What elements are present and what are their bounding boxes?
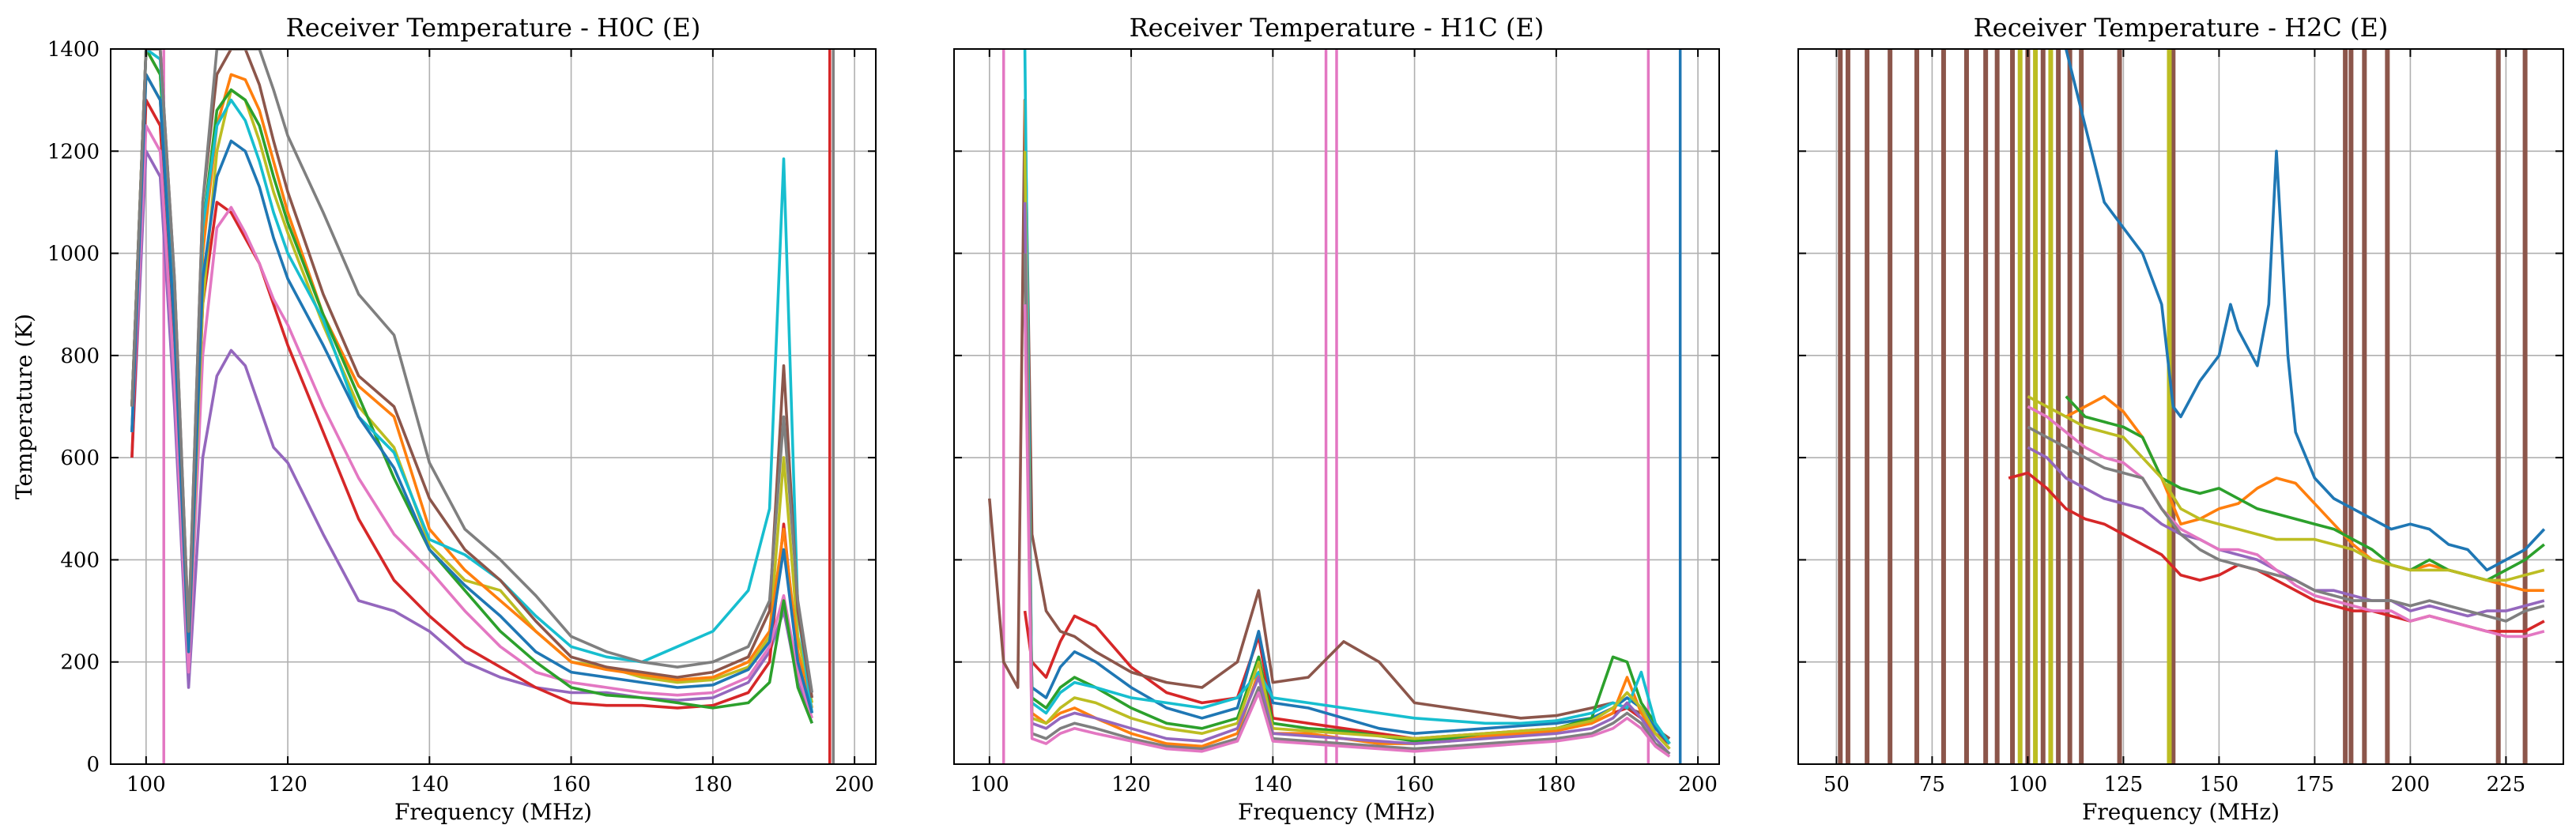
series-line <box>2027 425 2545 623</box>
x-tick-label: 120 <box>268 773 307 797</box>
x-axis-label: Frequency (MHz) <box>394 799 592 825</box>
series-line <box>2027 395 2545 582</box>
y-tick-label: 1400 <box>47 38 100 62</box>
y-tick-label: 600 <box>60 446 100 470</box>
y-axis-label: Temperature (K) <box>11 314 37 499</box>
axes-frame <box>953 48 1720 765</box>
x-axis-label: Frequency (MHz) <box>1238 799 1435 825</box>
y-tick-label: 1000 <box>47 243 100 266</box>
y-tick-label: 200 <box>60 651 100 675</box>
x-tick-label: 75 <box>1919 773 1945 797</box>
x-tick-label: 180 <box>1537 773 1576 797</box>
series-line <box>1023 253 1671 755</box>
x-tick-label: 100 <box>2008 773 2048 797</box>
series-line <box>988 98 1671 740</box>
chart-panel-1: 100 120 140 160 180 200 0 200 400 600 800 1000 1200 1… <box>11 13 877 825</box>
x-tick-label: 180 <box>693 773 733 797</box>
series-line <box>130 149 814 724</box>
x-tick-label: 100 <box>970 773 1009 797</box>
x-tick-label: 175 <box>2295 773 2335 797</box>
y-tick-label: 0 <box>86 753 100 777</box>
x-tick-label: 50 <box>1824 773 1850 797</box>
x-tick-label: 140 <box>410 773 450 797</box>
series-line <box>130 49 814 709</box>
axes-frame <box>110 48 877 765</box>
y-tick-label: 800 <box>60 345 100 368</box>
x-tick-label: 160 <box>1395 773 1435 797</box>
x-tick-label: 150 <box>2200 773 2239 797</box>
series-line <box>1023 304 1671 758</box>
series-line <box>130 124 814 719</box>
x-tick-label: 125 <box>2104 773 2144 797</box>
x-tick-label: 140 <box>1254 773 1293 797</box>
x-tick-label: 120 <box>1111 773 1151 797</box>
x-tick-label: 100 <box>126 773 166 797</box>
series-line <box>2008 471 2545 633</box>
series-line <box>2065 49 2546 572</box>
chart-panel-3: 50 75 100 125 150 175 200 225 Receiver Temperatu… <box>1797 13 2564 825</box>
series-group <box>130 49 835 764</box>
series-line <box>130 73 814 703</box>
axes-frame <box>1797 48 2564 765</box>
series-group <box>1838 49 2546 764</box>
series-line <box>130 49 813 724</box>
series-line <box>130 98 814 714</box>
series-line <box>1023 151 1671 745</box>
series-line <box>2065 394 2544 593</box>
chart-title: Receiver Temperature - H0C (E) <box>286 13 701 43</box>
series-line <box>1023 49 1671 745</box>
y-tick-label: 400 <box>60 548 100 572</box>
series-line <box>2027 446 2545 618</box>
x-tick-label: 200 <box>835 773 874 797</box>
series-line <box>1023 202 1671 755</box>
x-axis-label: Frequency (MHz) <box>2082 799 2280 825</box>
series-line <box>1023 100 1671 750</box>
series-line <box>1023 151 1671 750</box>
series-group <box>988 49 1682 764</box>
x-tick-label: 160 <box>552 773 591 797</box>
chart-panel-2: 100 120 140 160 180 200 Receiver Temperature -… <box>953 13 1720 825</box>
series-line <box>2027 405 2545 638</box>
x-tick-label: 200 <box>1678 773 1718 797</box>
y-tick-label: 1200 <box>47 140 100 164</box>
x-tick-label: 225 <box>2487 773 2526 797</box>
x-tick-label: 200 <box>2391 773 2431 797</box>
chart-title: Receiver Temperature - H1C (E) <box>1130 13 1544 43</box>
series-line <box>130 49 814 693</box>
series-line <box>1023 304 1671 745</box>
series-line <box>130 73 814 714</box>
series-line <box>130 49 814 714</box>
chart-title: Receiver Temperature - H2C (E) <box>1974 13 2389 43</box>
